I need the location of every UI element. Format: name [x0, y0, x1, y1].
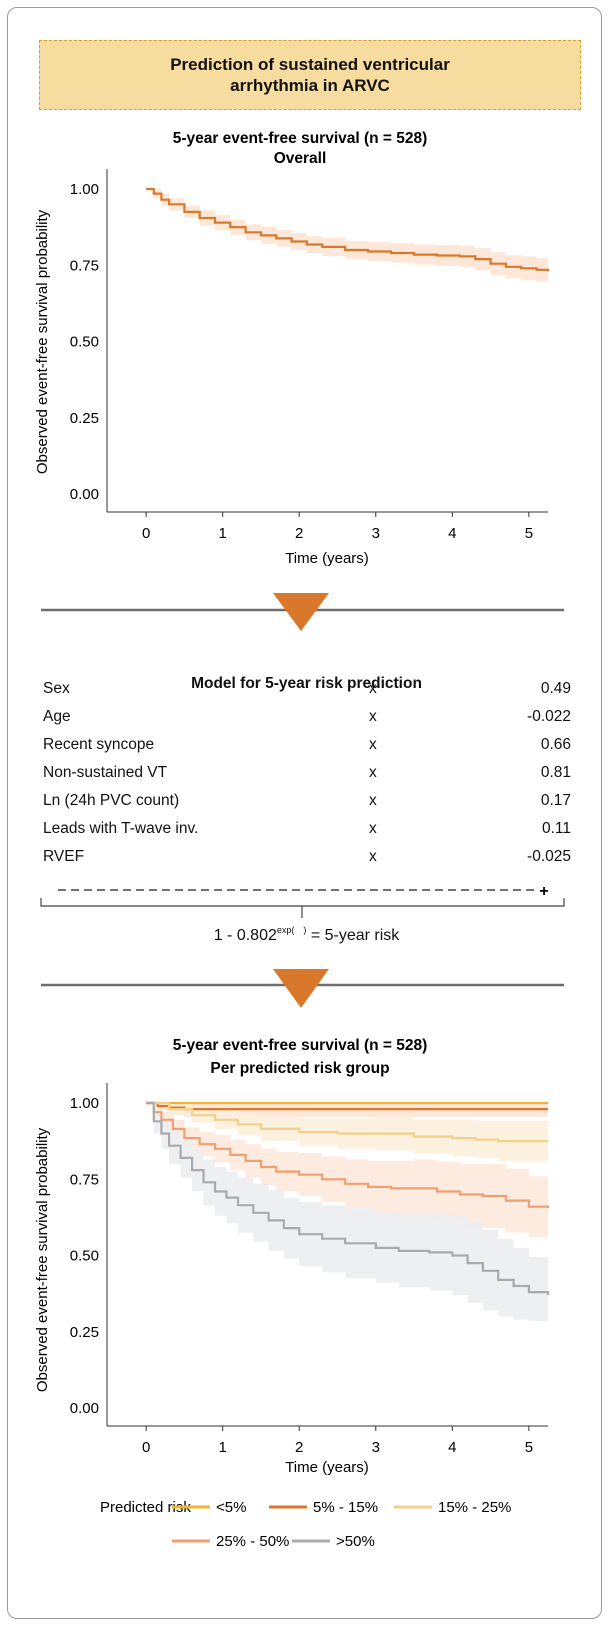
survival-curve: [146, 1101, 550, 1209]
confidence-band: [146, 1103, 548, 1161]
bracket-line: [40, 898, 565, 907]
survival-curve: [146, 1101, 550, 1296]
y-tick-label: 0.00: [70, 1400, 99, 1417]
chart2-xlabel: Time (years): [285, 1459, 369, 1476]
model-row-label: Leads with T-wave inv.: [43, 820, 199, 837]
model-sum-bracket: +: [40, 883, 565, 918]
model-row: Age x -0.022: [43, 708, 571, 736]
legend-item: <5%: [172, 1499, 246, 1516]
multiply-symbol: x: [369, 792, 377, 809]
multiply-symbol: x: [369, 708, 377, 725]
legend-item: 5% - 15%: [269, 1499, 378, 1516]
model-row: RVEF x -0.025: [43, 848, 571, 876]
risk-group-survival-chart: 5-year event-free survival (n = 528) Per…: [34, 1037, 550, 1550]
y-tick-label: 1.00: [70, 1095, 99, 1112]
figure-title-box: Prediction of sustained ventricular arrh…: [39, 40, 581, 110]
y-tick-label: 0.50: [70, 334, 99, 351]
y-tick-label: 0.75: [70, 257, 99, 274]
confidence-band: [146, 189, 548, 284]
chart1-subtitle: Overall: [274, 150, 327, 167]
multiply-symbol: x: [369, 820, 377, 837]
formula-exponent: exp( ): [276, 925, 307, 935]
y-tick-label: 1.00: [70, 181, 99, 198]
x-tick-label: 0: [142, 1439, 150, 1456]
survival-curve: [146, 187, 550, 272]
legend-label: 15% - 25%: [438, 1499, 511, 1516]
legend-label: <5%: [216, 1499, 246, 1516]
multiply-symbol: x: [369, 848, 377, 865]
multiply-symbol: x: [369, 680, 377, 697]
chart1-title: 5-year event-free survival (n = 528): [173, 130, 428, 147]
y-tick-label: 0.50: [70, 1248, 99, 1265]
figure-title: Prediction of sustained ventricular arrh…: [170, 55, 450, 95]
chart1-ylabel: Observed event-free survival probability: [34, 209, 51, 474]
x-tick-label: 4: [448, 1439, 456, 1456]
multiply-symbol: x: [369, 764, 377, 781]
overall-survival-chart: 5-year event-free survival (n = 528) Ove…: [34, 130, 550, 567]
model-row: Sex x 0.49: [43, 680, 571, 708]
model-row-label: Sex: [43, 680, 70, 697]
model-row-coefficient: 0.17: [540, 792, 571, 809]
y-tick-label: 0.00: [70, 486, 99, 503]
risk-formula: 1 - 0.802exp( ) = 5-year risk: [0, 925, 613, 945]
model-row-coefficient: -0.022: [527, 708, 571, 725]
legend-label: 25% - 50%: [216, 1533, 289, 1550]
model-row-coefficient: 0.81: [540, 764, 571, 781]
chart1-xlabel: Time (years): [285, 550, 369, 567]
model-row-label: Ln (24h PVC count): [43, 792, 180, 809]
confidence-band: [146, 1103, 548, 1239]
legend: <5% 5% - 15% 15% - 25% 25% - 50% >50%: [172, 1499, 511, 1550]
legend-item: 25% - 50%: [172, 1533, 289, 1550]
confidence-band: [146, 1103, 548, 1323]
chart2-title: 5-year event-free survival (n = 528): [173, 1037, 428, 1054]
formula-prefix: 1 - 0.802: [213, 927, 277, 944]
x-tick-label: 1: [219, 1439, 227, 1456]
model-row-coefficient: -0.025: [527, 848, 571, 865]
x-tick-label: 5: [525, 1439, 533, 1456]
x-tick-label: 4: [448, 525, 456, 542]
x-tick-label: 3: [372, 1439, 380, 1456]
x-tick-label: 3: [372, 525, 380, 542]
x-tick-label: 1: [219, 525, 227, 542]
x-tick-label: 2: [295, 525, 303, 542]
model-row-coefficient: 0.11: [541, 820, 571, 837]
y-tick-label: 0.25: [70, 1324, 99, 1341]
chart2-subtitle: Per predicted risk group: [210, 1060, 389, 1077]
y-tick-label: 0.25: [70, 410, 99, 427]
formula-suffix: = 5-year risk: [310, 927, 400, 944]
divider-arrow-2: [41, 969, 564, 1008]
x-tick-label: 0: [142, 525, 150, 542]
model-row: Leads with T-wave inv. x 0.11: [43, 820, 571, 848]
model-row: Non-sustained VT x 0.81: [43, 764, 571, 792]
model-row-label: RVEF: [43, 848, 85, 865]
model-row-label: Recent syncope: [43, 736, 155, 753]
legend-item: 15% - 25%: [394, 1499, 511, 1516]
multiply-symbol: x: [369, 736, 377, 753]
legend-item: >50%: [292, 1533, 375, 1550]
model-row-coefficient: 0.49: [540, 680, 571, 697]
divider-arrow-1: [41, 593, 564, 631]
legend-title: Predicted risk: [100, 1499, 191, 1516]
y-tick-label: 0.75: [70, 1171, 99, 1188]
chart2-ylabel: Observed event-free survival probability: [34, 1127, 51, 1392]
model-row-label: Non-sustained VT: [43, 764, 168, 781]
legend-label: 5% - 15%: [313, 1499, 378, 1516]
model-row-coefficient: 0.66: [540, 736, 571, 753]
down-arrow-icon: [273, 969, 329, 1008]
x-tick-label: 5: [525, 525, 533, 542]
x-tick-label: 2: [295, 1439, 303, 1456]
model-title: Model for 5-year risk prediction: [191, 675, 422, 692]
legend-label: >50%: [336, 1533, 375, 1550]
model-row: Recent syncope x 0.66: [43, 736, 571, 764]
model-row: Ln (24h PVC count) x 0.17: [43, 792, 571, 820]
down-arrow-icon: [273, 593, 329, 631]
survival-curve: [146, 1101, 548, 1143]
model-row-label: Age: [43, 708, 71, 725]
sum-symbol: +: [539, 883, 548, 900]
figure-frame: [7, 7, 602, 1619]
